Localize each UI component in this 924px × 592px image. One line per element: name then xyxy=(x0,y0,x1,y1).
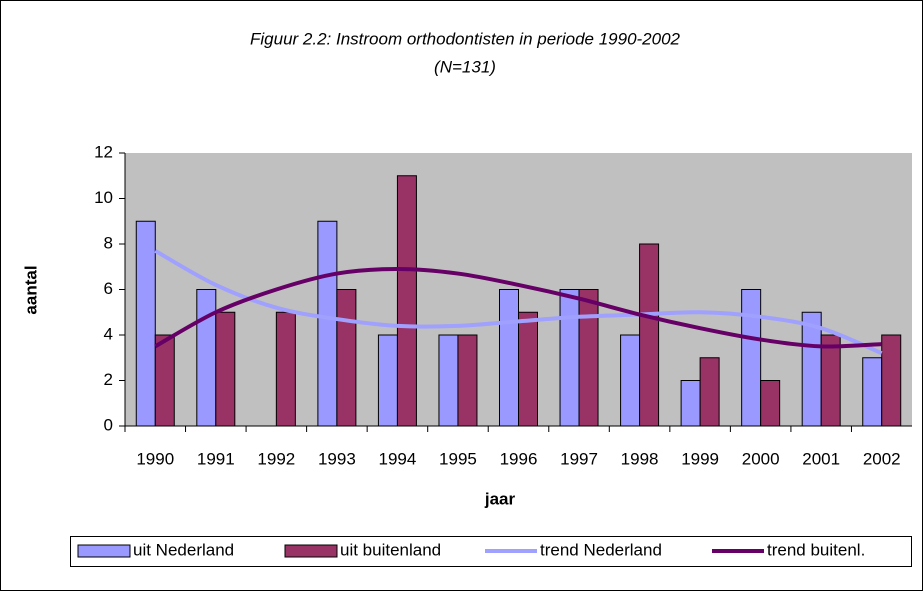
bar xyxy=(196,289,217,427)
y-tick-label: 4 xyxy=(104,324,113,343)
bar xyxy=(457,334,478,427)
bar xyxy=(760,380,781,427)
bar xyxy=(578,289,599,427)
y-tick-label: 0 xyxy=(104,415,113,434)
y-tick-label: 8 xyxy=(104,233,113,252)
legend-swatch xyxy=(77,544,131,558)
bar xyxy=(336,289,357,427)
x-tick-label: 2001 xyxy=(802,449,840,468)
x-tick-label: 1997 xyxy=(560,449,598,468)
bar xyxy=(820,334,841,427)
y-tick-label: 6 xyxy=(104,279,113,298)
bar xyxy=(499,289,519,427)
x-tick-label: 1995 xyxy=(439,449,477,468)
bar xyxy=(862,357,883,427)
bar xyxy=(699,357,720,427)
trend-line xyxy=(154,267,882,349)
bar xyxy=(639,243,660,427)
x-tick-label: 1993 xyxy=(318,449,356,468)
bar xyxy=(377,334,398,427)
bar xyxy=(135,220,156,427)
x-tick-label: 1994 xyxy=(379,449,417,468)
bar xyxy=(317,220,338,427)
legend-label: trend buitenl. xyxy=(767,540,865,559)
trend-line xyxy=(154,249,883,356)
legend-swatch xyxy=(284,544,338,558)
x-axis-label: jaar xyxy=(484,489,516,508)
bar xyxy=(881,334,902,427)
chart-subtitle: (N=131) xyxy=(434,57,496,76)
y-tick-label: 12 xyxy=(94,142,113,161)
bar xyxy=(620,334,641,427)
y-tick-label: 2 xyxy=(104,370,113,389)
bar xyxy=(154,334,175,427)
x-tick-label: 1999 xyxy=(681,449,719,468)
x-tick-label: 1991 xyxy=(197,449,235,468)
x-tick-label: 1998 xyxy=(621,449,659,468)
chart-title: Figuur 2.2: Instroom orthodontisten in p… xyxy=(250,29,681,48)
legend-label: uit Nederland xyxy=(133,540,234,559)
y-tick-label: 10 xyxy=(94,188,113,207)
bar xyxy=(741,289,762,427)
bar xyxy=(275,311,296,427)
bar xyxy=(438,334,459,427)
bar xyxy=(396,175,417,427)
bar xyxy=(680,380,701,427)
x-tick-label: 1990 xyxy=(136,449,174,468)
x-tick-label: 1996 xyxy=(500,449,538,468)
y-axis-label: aantal xyxy=(21,265,40,314)
x-tick-label: 2000 xyxy=(742,449,780,468)
x-tick-label: 2002 xyxy=(863,449,901,468)
x-tick-label: 1992 xyxy=(257,449,295,468)
legend-label: uit buitenland xyxy=(340,540,441,559)
legend-label: trend Nederland xyxy=(540,540,662,559)
bar xyxy=(518,311,538,427)
bar xyxy=(559,289,580,427)
bar xyxy=(215,311,236,427)
